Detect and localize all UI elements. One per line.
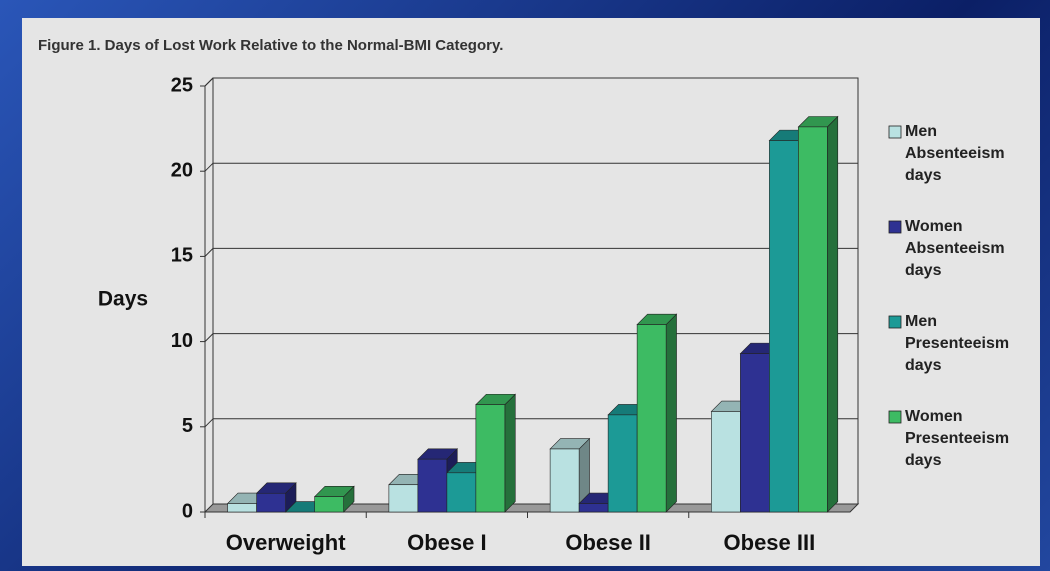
bar (711, 411, 741, 513)
grid-line-side (204, 248, 214, 257)
legend-swatch (888, 315, 902, 329)
legend-swatch (888, 125, 902, 139)
grid-line-side (204, 333, 214, 342)
bar (314, 496, 344, 513)
bar (578, 503, 609, 513)
bar (636, 324, 667, 513)
legend-swatch (888, 410, 902, 424)
y-tick-label: 15 (171, 245, 193, 267)
y-tick-label: 25 (171, 74, 193, 96)
grid-line-side (204, 162, 214, 172)
bar (740, 353, 770, 513)
bar (417, 458, 448, 513)
legend-label: Men Absenteeism days (905, 123, 1005, 184)
bar (227, 503, 257, 513)
y-tick-label: 0 (182, 500, 193, 522)
bar-side (827, 115, 839, 513)
x-tick-label: Obese III (724, 530, 816, 555)
y-tick-label: 10 (171, 330, 193, 352)
bar (388, 484, 419, 513)
bar (607, 414, 638, 513)
chart-title: Figure 1. Days of Lost Work Relative to … (38, 37, 503, 54)
grid-line-side (204, 77, 214, 87)
bar-side (665, 313, 677, 513)
bar (798, 126, 828, 513)
legend-label: Women Presenteeism days (905, 408, 1010, 469)
bar (446, 472, 477, 513)
bar (549, 448, 580, 513)
bar-side (504, 393, 516, 513)
y-tick-label: 5 (182, 415, 193, 437)
x-tick-label: Overweight (226, 530, 346, 555)
x-tick-label: Obese I (407, 530, 486, 555)
legend-label: Women Absenteeism days (905, 218, 1005, 279)
grid-line-side (204, 418, 214, 428)
legend-swatch (888, 220, 902, 234)
x-tick-label: Obese II (565, 530, 651, 555)
bar (256, 492, 286, 513)
legend-label: Men Presenteeism days (905, 313, 1010, 374)
bar (475, 404, 506, 513)
bar (769, 140, 799, 513)
y-tick-label: 20 (171, 159, 193, 181)
y-axis-label: Days (98, 288, 148, 311)
